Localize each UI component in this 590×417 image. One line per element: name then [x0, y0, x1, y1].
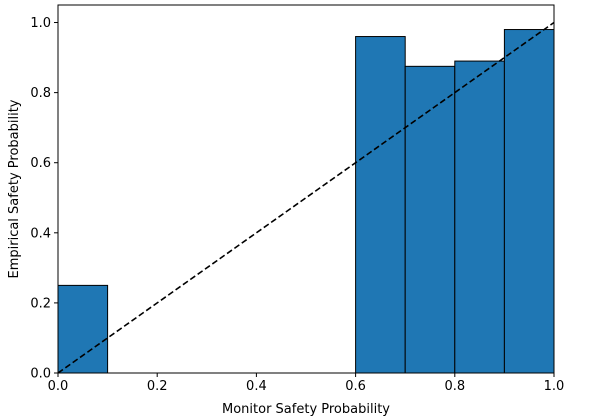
reference-line-group	[57, 21, 555, 374]
histogram-bar-3	[454, 60, 505, 374]
reference-line	[57, 21, 555, 374]
y-axis-label: Empirical Safety Probability	[7, 99, 22, 278]
y-tick-label: 0.6	[30, 156, 51, 171]
histogram-bar-2	[404, 65, 456, 374]
histogram-bar-4	[503, 29, 555, 374]
x-ticks-group: 0.0 0.2 0.4 0.6 0.8 1.0	[48, 373, 565, 394]
y-tick-label: 0.4	[30, 226, 51, 241]
x-tick-label: 0.2	[147, 379, 168, 394]
y-tick-label: 1.0	[30, 16, 51, 31]
x-axis-label: Monitor Safety Probability	[222, 402, 390, 417]
x-tick-label: 1.0	[544, 379, 565, 394]
bars-group	[57, 29, 555, 374]
x-tick-label: 0.8	[444, 379, 465, 394]
y-tick-label: 0.8	[30, 86, 51, 101]
histogram-bar-1	[355, 36, 406, 374]
histogram-bar-0	[57, 284, 109, 374]
y-tick-label: 0.0	[30, 367, 51, 382]
y-tick-label: 0.2	[30, 296, 51, 311]
x-tick-label: 0.4	[246, 379, 267, 394]
x-tick-label: 0.0	[48, 379, 69, 394]
x-tick-label: 0.6	[345, 379, 366, 394]
y-ticks-group: 0.0 0.2 0.4 0.6 0.8 1.0	[30, 16, 58, 382]
plot-frame	[57, 4, 555, 374]
